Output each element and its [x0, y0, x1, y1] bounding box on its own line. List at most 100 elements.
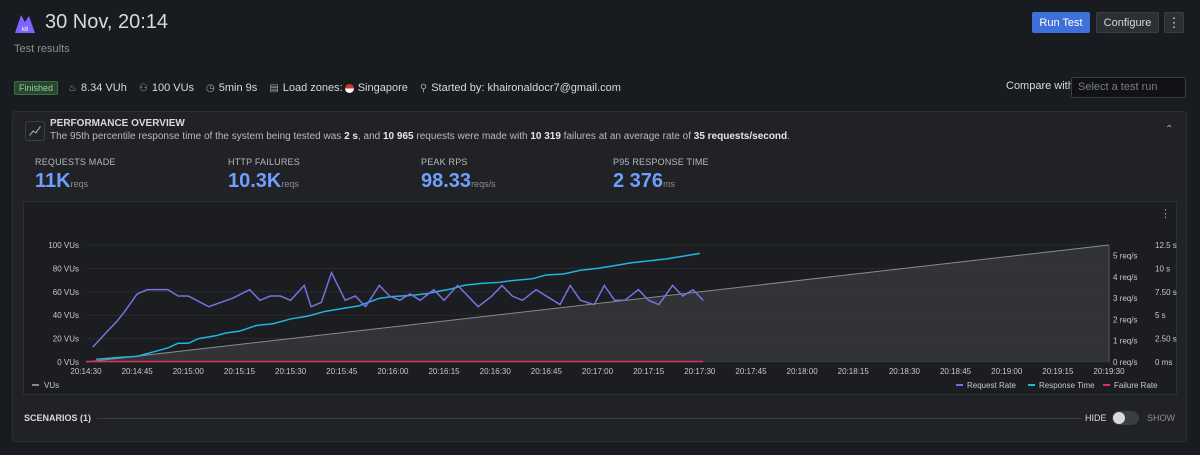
- compare-select[interactable]: Select a test run: [1071, 77, 1186, 98]
- configure-button[interactable]: Configure: [1096, 12, 1159, 33]
- duration-value: 5min 9s: [218, 82, 258, 94]
- x-axis-tick: 20:19:15: [1042, 367, 1074, 376]
- flame-icon: ♨: [68, 82, 77, 94]
- stat-unit: reqs: [281, 179, 299, 189]
- x-axis-tick: 20:18:45: [940, 367, 972, 376]
- x-axis-tick: 20:17:45: [735, 367, 767, 376]
- svg-text:k6: k6: [22, 27, 29, 33]
- x-axis-tick: 20:19:30: [1093, 367, 1125, 376]
- stat-label: PEAK RPS: [421, 157, 468, 167]
- y-axis-rps-tick: 5 req/s: [1113, 252, 1137, 261]
- run-test-button[interactable]: Run Test: [1032, 12, 1090, 33]
- status-badge: Finished: [14, 81, 59, 95]
- stat-peak-rps: PEAK RPS 98.33reqs/s: [421, 157, 496, 193]
- y-axis-left-tick: 80 VUs: [53, 264, 79, 273]
- duration-info: ◷ 5min 9s: [206, 82, 257, 94]
- database-icon: ▤: [269, 82, 279, 94]
- vus-value: 100 VUs: [151, 82, 195, 94]
- stat-label: P95 RESPONSE TIME: [613, 157, 709, 167]
- request-rate-line: [92, 270, 704, 348]
- started-by-label: Started by:: [431, 82, 485, 94]
- stat-label: HTTP FAILURES: [228, 157, 300, 167]
- vus-info: ⚇ 100 VUs: [139, 82, 194, 94]
- scenarios-label: SCENARIOS (1): [24, 413, 92, 423]
- singapore-flag-icon: [344, 83, 354, 93]
- toggle-knob: [1113, 412, 1125, 424]
- stat-unit: reqs: [70, 179, 89, 189]
- x-axis-tick: 20:15:30: [275, 367, 307, 376]
- stat-requests-made: REQUESTS MADE 11Kreqs: [35, 157, 116, 193]
- users-icon: ⚇: [138, 82, 148, 94]
- y-axis-ms-tick: 5 s: [1155, 311, 1166, 320]
- load-zones-label: Load zones:: [282, 82, 343, 94]
- y-axis-rps-tick: 3 req/s: [1113, 294, 1137, 303]
- stat-value: 2 376: [613, 170, 664, 192]
- k6-logo-icon: k6: [15, 15, 35, 33]
- y-axis-rps-tick: 1 req/s: [1113, 337, 1137, 346]
- vuh-value: 8.34 VUh: [81, 82, 127, 94]
- y-axis-rps-tick: 2 req/s: [1113, 315, 1137, 324]
- stat-p95-response-time: P95 RESPONSE TIME 2 376ms: [613, 157, 709, 193]
- y-axis-left-tick: 20 VUs: [53, 335, 79, 344]
- performance-overview-panel: PERFORMANCE OVERVIEW The 95th percentile…: [12, 111, 1187, 442]
- page-subtitle: Test results: [14, 43, 70, 55]
- y-axis-ms-tick: 7.50 s: [1155, 288, 1177, 297]
- vus-line: [85, 244, 1110, 363]
- y-axis-left-tick: 0 VUs: [57, 358, 79, 367]
- x-axis-tick: 20:18:15: [838, 367, 870, 376]
- x-axis-tick: 20:16:45: [531, 367, 563, 376]
- x-axis-tick: 20:16:00: [377, 367, 409, 376]
- legend-label: Response Time: [1039, 381, 1095, 390]
- stat-label: REQUESTS MADE: [35, 157, 116, 167]
- chart-menu-icon[interactable]: ⋮: [1160, 208, 1171, 220]
- legend-label: Request Rate: [967, 381, 1016, 390]
- x-axis-tick: 20:17:30: [684, 367, 716, 376]
- chart-svg: 0 VUs 20 VUs 40 VUs 60 VUs 80 VUs 100 VUs 0 re…: [32, 241, 1177, 390]
- y-axis-ms-tick: 10 s: [1155, 264, 1170, 273]
- y-axis-ms-tick: 2.50 s: [1155, 335, 1177, 344]
- stat-value: 98.33: [421, 170, 472, 192]
- stat-http-failures: HTTP FAILURES 10.3Kreqs: [228, 157, 300, 193]
- load-zone-value: Singapore: [357, 82, 408, 94]
- x-axis-tick: 20:16:15: [428, 367, 460, 376]
- show-label: SHOW: [1147, 413, 1175, 423]
- x-axis-tick: 20:14:30: [70, 367, 102, 376]
- stat-unit: reqs/s: [471, 179, 496, 189]
- x-axis-tick: 20:18:00: [787, 367, 819, 376]
- load-zones-info: ▤ Load zones: Singapore: [269, 82, 408, 94]
- page-title: 30 Nov, 20:14: [45, 11, 169, 33]
- legend-label-vus: VUs: [44, 381, 59, 390]
- p95-value: 2 s: [344, 131, 358, 142]
- x-axis-tick: 20:15:00: [173, 367, 205, 376]
- stat-value: 11K: [35, 170, 71, 192]
- x-axis-tick: 20:15:45: [326, 367, 358, 376]
- x-axis-tick: 20:18:30: [889, 367, 921, 376]
- failures-value: 10 319: [530, 131, 561, 142]
- performance-chart: ⋮ 0 VUs 20 VUs 40 VUs 60 VUs 80 VUs 100 VUs 0 …: [23, 201, 1177, 395]
- test-meta-bar: Finished ♨ 8.34 VUh ⚇ 100 VUs ◷ 5min 9s …: [14, 80, 633, 96]
- y-axis-rps-tick: 0 req/s: [1113, 358, 1137, 367]
- x-axis-tick: 20:16:30: [480, 367, 512, 376]
- x-axis-tick: 20:15:15: [224, 367, 256, 376]
- scenarios-toggle[interactable]: [1112, 411, 1139, 425]
- x-axis-tick: 20:17:00: [582, 367, 614, 376]
- divider: [97, 418, 1081, 419]
- y-axis-ms-tick: 12.5 s: [1155, 241, 1177, 250]
- stat-value: 10.3K: [228, 170, 282, 192]
- legend-label: Failure Rate: [1114, 381, 1158, 390]
- hide-label: HIDE: [1085, 413, 1107, 423]
- y-axis-rps-tick: 4 req/s: [1113, 273, 1137, 282]
- started-by-value: khaironaldocr7@gmail.com: [487, 82, 621, 94]
- x-axis-tick: 20:14:45: [122, 367, 154, 376]
- stat-unit: ms: [663, 179, 676, 189]
- x-axis-tick: 20:19:00: [991, 367, 1023, 376]
- y-axis-ms-tick: 0 ms: [1155, 358, 1172, 367]
- chevron-up-icon[interactable]: ⌃: [1165, 124, 1174, 135]
- started-by-info: ⚲ Started by: khaironaldocr7@gmail.com: [420, 82, 621, 94]
- compare-label: Compare with: [1006, 80, 1074, 92]
- more-options-button[interactable]: ⋮: [1164, 12, 1184, 33]
- user-icon: ⚲: [419, 82, 428, 94]
- scenarios-row: SCENARIOS (1) HIDE SHOW: [13, 404, 1188, 434]
- y-axis-left-tick: 40 VUs: [53, 311, 79, 320]
- clock-icon: ◷: [206, 82, 215, 94]
